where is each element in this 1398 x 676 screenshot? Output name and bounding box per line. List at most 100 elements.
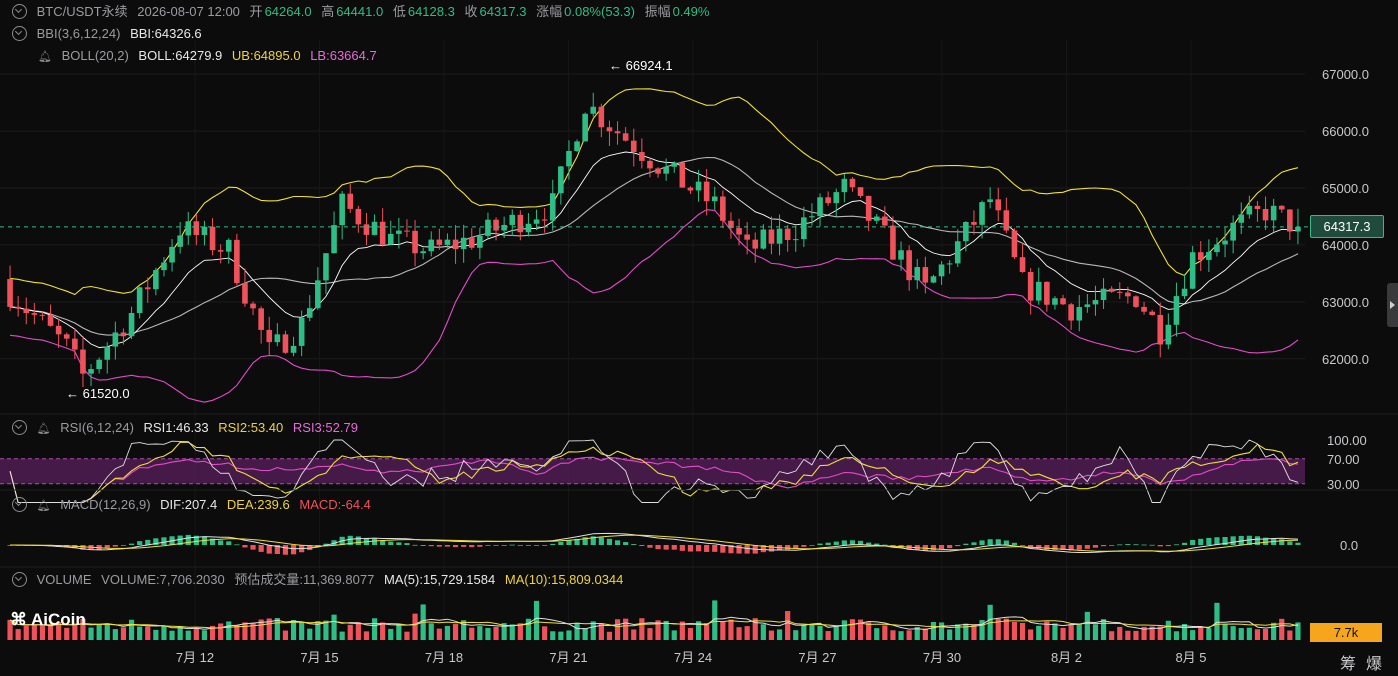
current-volume-tag: 7.7k — [1310, 623, 1382, 642]
candle-body — [501, 224, 507, 231]
volume-bar — [1084, 611, 1090, 640]
candle-body — [574, 141, 580, 151]
macd-histogram-bar — [598, 537, 604, 545]
volume-bar — [825, 631, 831, 640]
candle-body — [1173, 296, 1180, 325]
macd-histogram-bar — [720, 545, 726, 553]
volume-bar — [841, 620, 847, 640]
candle-body — [1262, 209, 1269, 221]
volume-bar — [558, 631, 564, 640]
macd-histogram-bar — [218, 540, 224, 545]
macd-histogram-bar — [1060, 545, 1066, 551]
volume-bar — [1157, 626, 1163, 640]
macd-histogram-bar — [307, 545, 313, 551]
volume-bar — [712, 600, 718, 640]
rsi-name[interactable]: RSI(6,12,24) — [60, 420, 134, 435]
est-volume-value: 预估成交量:11,369.8077 — [234, 572, 375, 587]
volume-bar — [444, 625, 451, 640]
candle-body — [315, 280, 321, 309]
macd-histogram-bar — [728, 545, 734, 554]
macd-histogram-bar — [193, 535, 199, 545]
bell-icon[interactable]: 🔔︎ — [36, 423, 51, 435]
volume-bar — [218, 623, 224, 640]
candle-body — [1133, 296, 1139, 307]
volume-bar — [1117, 626, 1123, 640]
volume-bar — [39, 624, 46, 640]
volume-bar — [1109, 631, 1115, 640]
collapse-icon[interactable] — [12, 26, 27, 41]
bell-icon[interactable]: 🔔︎ — [36, 500, 51, 512]
macd-histogram-bar — [1295, 542, 1301, 545]
candle-body — [193, 221, 200, 235]
collapse-icon[interactable] — [12, 497, 27, 512]
macd-histogram-bar — [525, 545, 532, 546]
candle-body — [946, 263, 953, 265]
volume-bar — [72, 623, 78, 640]
volume-bar — [1149, 626, 1155, 640]
date-tick-label: 8月 5 — [1175, 650, 1206, 665]
candle-body — [1278, 205, 1285, 210]
candle-body — [736, 227, 742, 235]
volume-name[interactable]: VOLUME — [36, 572, 92, 587]
volume-bar — [1230, 626, 1236, 640]
macd-histogram-bar — [841, 540, 847, 545]
bbi-header: BBI(3,6,12,24) BBI:64326.6 — [12, 24, 208, 44]
macd-histogram-bar — [501, 545, 507, 546]
volume-bar — [64, 627, 70, 640]
liquidation-button[interactable]: 爆 — [1366, 656, 1383, 673]
candle-body — [809, 216, 815, 218]
macd-histogram-bar — [452, 545, 459, 548]
macd-histogram-bar — [793, 545, 799, 549]
candle-body — [72, 338, 78, 350]
volume-bar — [752, 618, 758, 640]
macd-histogram-bar — [1117, 544, 1123, 546]
volume-bar — [566, 630, 572, 640]
candle-body — [655, 168, 661, 174]
candle-body — [679, 162, 686, 188]
candle-body — [1084, 304, 1091, 308]
candle-body — [88, 369, 94, 374]
volume-bar — [201, 630, 208, 640]
candle-body — [873, 216, 880, 221]
collapse-icon[interactable] — [12, 572, 27, 587]
macd-histogram-bar — [825, 542, 831, 545]
change-label: 涨幅 — [536, 4, 563, 19]
candle-body — [290, 345, 297, 353]
boll-lb-line — [10, 209, 1299, 403]
candle-body — [80, 349, 86, 374]
macd-histogram-bar — [347, 535, 353, 545]
boll-name[interactable]: BOLL(20,2) — [61, 48, 129, 63]
candle-body — [420, 251, 426, 254]
candle-body — [1125, 292, 1131, 297]
macd-histogram-bar — [866, 542, 872, 545]
bbi-name[interactable]: BBI(3,6,12,24) — [36, 26, 121, 41]
candle-body — [282, 334, 289, 353]
volume-bar — [104, 624, 110, 640]
bell-icon[interactable]: 🔔︎ — [38, 51, 52, 63]
candle-body — [306, 308, 313, 318]
collapse-icon[interactable] — [12, 4, 27, 19]
candle-body — [258, 308, 264, 330]
candle-body — [347, 193, 354, 209]
macd-histogram-bar — [1287, 541, 1293, 545]
collapse-icon[interactable] — [12, 420, 27, 435]
candle-body — [161, 262, 167, 271]
macd-histogram-bar — [1149, 544, 1155, 546]
macd-histogram-bar — [242, 545, 248, 548]
panel-expand-handle[interactable] — [1387, 283, 1398, 327]
candle-body — [776, 228, 783, 244]
macd-name[interactable]: MACD(12,26,9) — [60, 497, 151, 512]
candle-body — [1060, 298, 1066, 305]
macd-histogram-bar — [274, 545, 280, 555]
macd-histogram-bar — [1181, 542, 1188, 545]
chip-button[interactable]: 筹 — [1340, 656, 1357, 673]
volume-bar — [428, 623, 434, 640]
candle-body — [695, 181, 702, 191]
volume-bar — [371, 618, 378, 640]
volume-bar — [704, 623, 710, 640]
volume-bar — [436, 628, 442, 640]
volume-bar — [161, 625, 167, 640]
candle-body — [1092, 300, 1099, 305]
